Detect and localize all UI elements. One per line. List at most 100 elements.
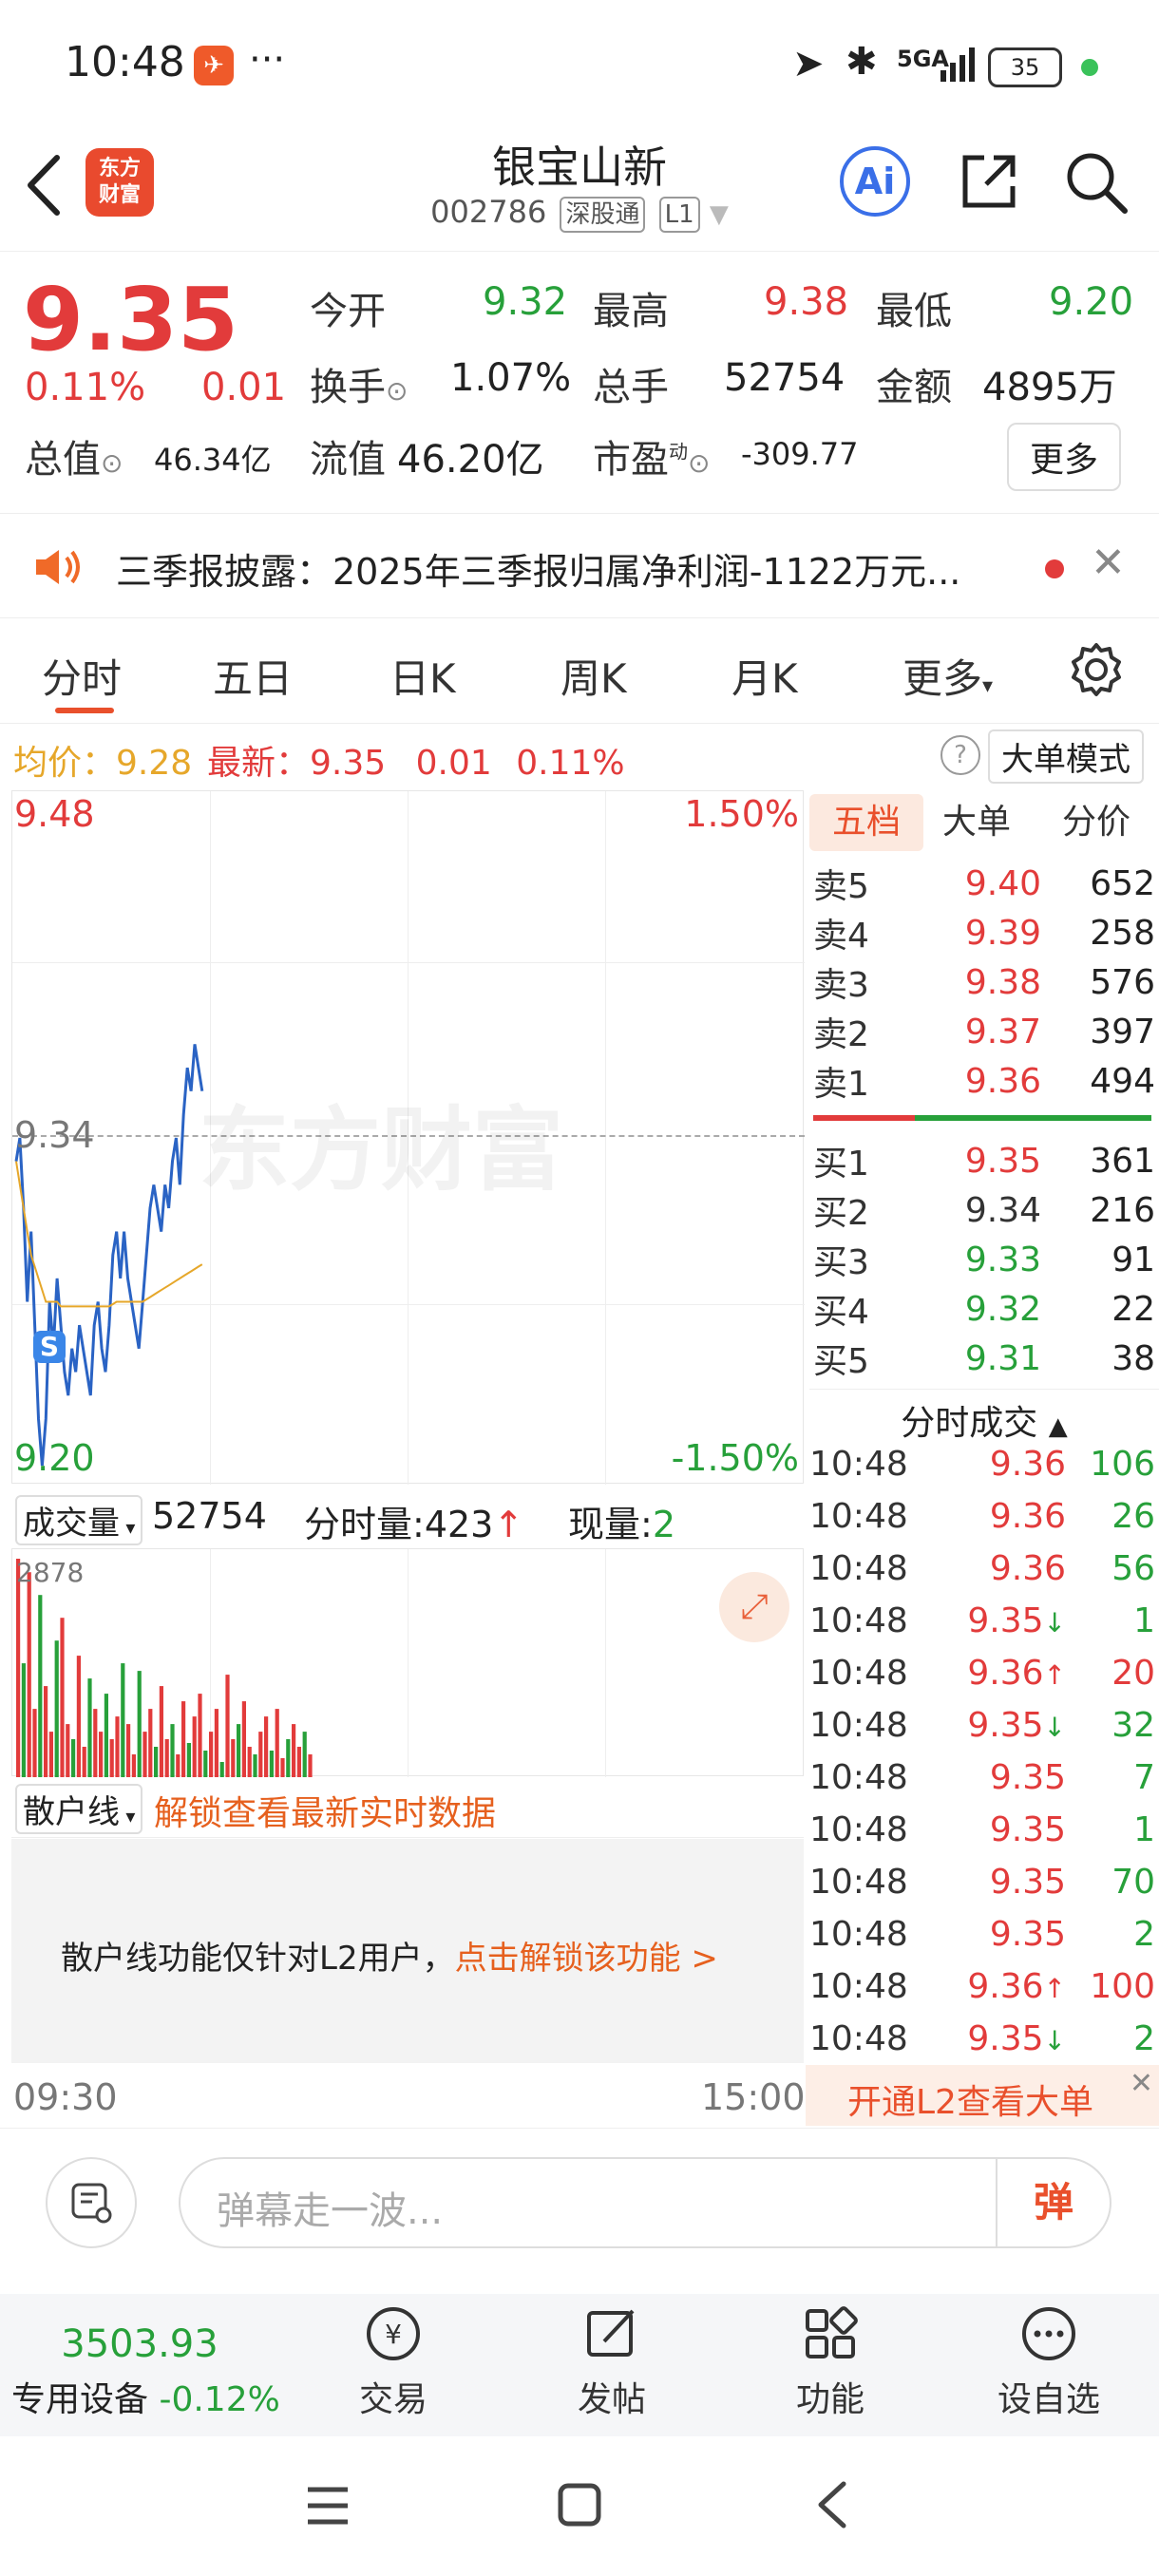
bluetooth-icon: ✱ — [846, 40, 878, 84]
amount-label: 金额 — [876, 366, 952, 409]
tab-active-underline — [55, 708, 114, 713]
volume-bar — [142, 1732, 147, 1777]
help-icon[interactable]: ? — [940, 735, 980, 775]
volume-bar — [258, 1732, 263, 1777]
pe-value: -309.77 — [741, 436, 859, 472]
l2-banner[interactable]: 开通L2查看大单 ✕ — [806, 2065, 1159, 2126]
tab-day-k[interactable]: 日K — [390, 655, 456, 702]
retail-selector[interactable]: 散户线 ▾ — [15, 1784, 143, 1834]
volume-bar — [186, 1743, 191, 1777]
volume-bar — [21, 1663, 26, 1777]
mktcap-label: 总值⊙ — [25, 438, 124, 482]
logo-text-1: 东方 — [98, 157, 141, 180]
location-icon: ➤ — [792, 42, 825, 85]
bottom-nav: 3503.93 专用设备 -0.12% ¥ 交易 发帖 功能 设自选 — [0, 2294, 1159, 2436]
menu-icon[interactable] — [304, 2484, 352, 2528]
nav-add-watchlist[interactable]: 设自选 — [982, 2303, 1115, 2421]
status-green-dot — [1081, 59, 1098, 76]
index-ticker[interactable]: 3503.93 专用设备 -0.12% — [11, 2322, 287, 2421]
battery-icon: 35 — [988, 47, 1062, 87]
volume-bar — [148, 1709, 153, 1777]
open-label: 今开 — [310, 290, 386, 333]
volume-bar — [93, 1709, 98, 1777]
info-icon[interactable]: ⊙ — [386, 375, 408, 407]
tab-price-split[interactable]: 分价 — [1062, 803, 1131, 842]
volume-bar — [27, 1572, 31, 1777]
search-icon[interactable] — [1062, 148, 1130, 217]
ai-button[interactable]: Ai — [840, 146, 910, 217]
volume-selector[interactable]: 成交量 ▾ — [15, 1495, 143, 1545]
grid-icon — [800, 2303, 861, 2364]
price-line — [14, 1044, 204, 1467]
nav-functions[interactable]: 功能 — [764, 2303, 897, 2421]
logo-text-2: 财富 — [98, 183, 141, 207]
y-min-label: 9.20 — [14, 1437, 95, 1479]
tab-intraday[interactable]: 分时 — [42, 655, 123, 702]
tab-five-levels[interactable]: 五档 — [809, 794, 923, 851]
float-label: 流值 — [310, 438, 386, 482]
danmaku-settings-icon[interactable] — [46, 2157, 137, 2248]
info-icon[interactable]: ⊙ — [688, 447, 711, 479]
tab-big-orders[interactable]: 大单 — [942, 803, 1012, 842]
back-nav-icon[interactable] — [813, 2480, 851, 2529]
volume-bar — [82, 1747, 86, 1777]
s-marker[interactable]: S — [33, 1331, 66, 1363]
trade-row: 10:48 9.35 70 — [809, 1863, 1155, 1902]
gear-icon[interactable] — [1068, 641, 1125, 698]
volume-value: 52754 — [724, 356, 846, 400]
volume-bar — [32, 1709, 37, 1777]
price-chart[interactable]: 东方财富 9.48 9.34 9.20 1.50% -1.50% S — [11, 790, 805, 1485]
mktcap-value: 46.34亿 — [154, 442, 272, 478]
volume-bar — [225, 1675, 230, 1777]
turnover-label: 换手⊙ — [310, 366, 408, 409]
avg-price-line — [15, 1161, 203, 1308]
trade-row: 10:48 9.35 1 — [809, 1810, 1155, 1849]
volume-bar — [121, 1663, 125, 1777]
speaker-icon — [36, 550, 80, 584]
danmaku-input[interactable]: 弹幕走一波... 弹 — [179, 2157, 1112, 2248]
trades-title[interactable]: 分时成交 ▲ — [809, 1389, 1159, 1445]
more-button[interactable]: 更多 — [1007, 423, 1122, 491]
retail-unlock-link[interactable]: 点击解锁该功能 > — [454, 1940, 718, 1978]
danmaku-send-button[interactable]: 弹 — [996, 2159, 1110, 2246]
volume-bar — [280, 1758, 285, 1777]
chart-header: 均价：9.28 最新：9.35 0.01 0.11% ? 大单模式 — [0, 724, 1159, 785]
status-bar: 10:48 ✈ ··· ➤ ✱ 5GA 35 — [0, 0, 1159, 133]
volume-bar — [269, 1751, 274, 1777]
tab-month-k[interactable]: 月K — [732, 655, 798, 702]
chart-watermark: 东方财富 — [199, 1097, 563, 1203]
home-icon[interactable] — [557, 2482, 602, 2528]
big-order-mode-button[interactable]: 大单模式 — [988, 729, 1144, 784]
expand-icon[interactable]: ⤢ — [719, 1572, 789, 1642]
volume-bar — [54, 1640, 59, 1777]
volume-chart[interactable]: 2878 ⤢ — [11, 1548, 804, 1777]
tab-five-day[interactable]: 五日 — [213, 655, 294, 702]
signal-icon — [940, 47, 975, 82]
volume-bar — [181, 1701, 186, 1777]
volume-bar — [203, 1751, 208, 1777]
stock-code: 002786 — [430, 194, 547, 230]
trade-row: 10:48 9.35 7 — [809, 1758, 1155, 1797]
notice-text[interactable]: 三季报披露：2025年三季报归属净利润-1122万元... — [116, 551, 961, 593]
close-icon[interactable]: ✕ — [1129, 2067, 1153, 2100]
app-logo[interactable]: 东方 财富 — [86, 148, 154, 217]
high-value: 9.38 — [764, 280, 849, 324]
bid-row: 买3 9.33 91 — [813, 1240, 1155, 1283]
volume-bar — [237, 1724, 241, 1777]
close-icon[interactable]: ✕ — [1091, 539, 1126, 587]
bid-row: 买2 9.34 216 — [813, 1190, 1155, 1234]
nav-trade[interactable]: ¥ 交易 — [327, 2303, 460, 2421]
volume-bar — [176, 1754, 180, 1777]
l2-banner-text[interactable]: 开通L2查看大单 — [847, 2083, 1093, 2122]
tab-more[interactable]: 更多▾ — [902, 655, 994, 702]
tab-week-k[interactable]: 周K — [560, 655, 627, 702]
info-icon[interactable]: ⊙ — [101, 447, 124, 479]
chevron-down-icon[interactable]: ▼ — [709, 200, 729, 229]
trade-row: 10:48 9.36 106 — [809, 1445, 1155, 1484]
share-icon[interactable] — [956, 148, 1022, 215]
retail-unlock-text[interactable]: 解锁查看最新实时数据 — [154, 1794, 497, 1833]
bid-row: 买5 9.31 38 — [813, 1338, 1155, 1382]
back-icon[interactable] — [21, 152, 68, 218]
notice-bar[interactable]: 三季报披露：2025年三季报归属净利润-1122万元... ✕ — [0, 513, 1159, 618]
nav-post[interactable]: 发帖 — [545, 2303, 678, 2421]
